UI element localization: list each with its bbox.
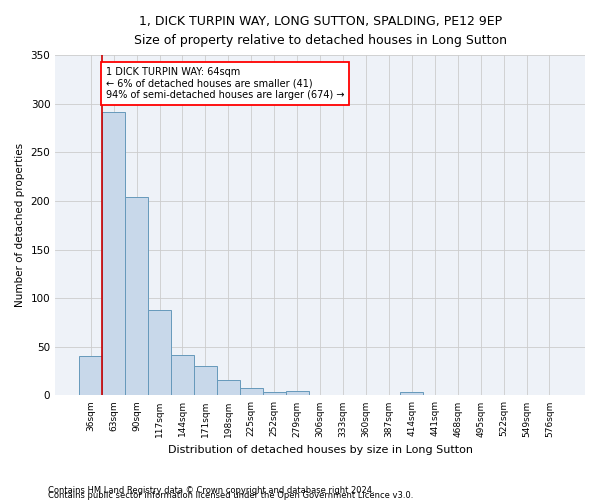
Bar bbox=[400, 392, 423, 396]
Bar bbox=[171, 354, 194, 396]
Bar bbox=[217, 380, 240, 396]
X-axis label: Distribution of detached houses by size in Long Sutton: Distribution of detached houses by size … bbox=[167, 445, 473, 455]
Bar bbox=[148, 310, 171, 396]
Text: 1 DICK TURPIN WAY: 64sqm
← 6% of detached houses are smaller (41)
94% of semi-de: 1 DICK TURPIN WAY: 64sqm ← 6% of detache… bbox=[106, 67, 344, 100]
Text: Contains HM Land Registry data © Crown copyright and database right 2024.: Contains HM Land Registry data © Crown c… bbox=[48, 486, 374, 495]
Bar bbox=[125, 197, 148, 396]
Text: Contains public sector information licensed under the Open Government Licence v3: Contains public sector information licen… bbox=[48, 491, 413, 500]
Title: 1, DICK TURPIN WAY, LONG SUTTON, SPALDING, PE12 9EP
Size of property relative to: 1, DICK TURPIN WAY, LONG SUTTON, SPALDIN… bbox=[134, 15, 506, 47]
Bar bbox=[194, 366, 217, 396]
Bar bbox=[286, 390, 308, 396]
Bar bbox=[263, 392, 286, 396]
Bar bbox=[102, 112, 125, 396]
Bar bbox=[240, 388, 263, 396]
Y-axis label: Number of detached properties: Number of detached properties bbox=[15, 143, 25, 308]
Bar bbox=[79, 356, 102, 396]
